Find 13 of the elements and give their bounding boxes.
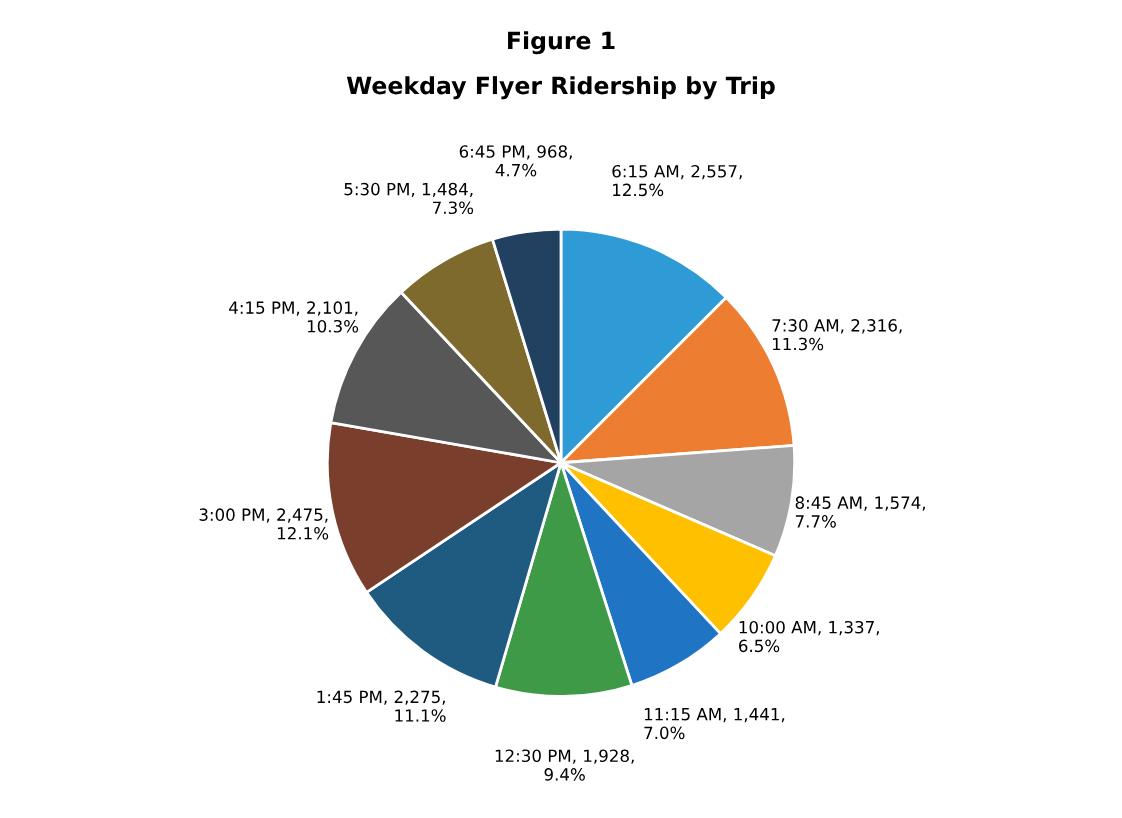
slice-label: 6:45 PM, 968, 4.7%: [459, 145, 572, 177]
slice-label: 12:30 PM, 1,928, 9.4%: [495, 749, 634, 781]
slice-label: 8:45 AM, 1,574, 7.7%: [795, 496, 925, 528]
slice-label: 11:15 AM, 1,441, 7.0%: [644, 708, 785, 740]
slice-label: 5:30 PM, 1,484, 7.3%: [344, 182, 474, 215]
slice-label: 7:30 AM, 2,316, 11.3%: [772, 319, 902, 351]
chart-subtitle: Weekday Flyer Ridership by Trip: [346, 76, 775, 100]
slice-label: 1:45 PM, 2,275, 11.1%: [317, 690, 446, 722]
slice-label: 6:15 AM, 2,557, 12.5%: [612, 164, 742, 197]
slice-label: 4:15 PM, 2,101, 10.3%: [229, 301, 359, 333]
slice-label: 3:00 PM, 2,475, 12.1%: [199, 508, 329, 540]
slice-label: 10:00 AM, 1,337, 6.5%: [739, 620, 879, 653]
chart-title: Figure 1: [508, 31, 615, 55]
